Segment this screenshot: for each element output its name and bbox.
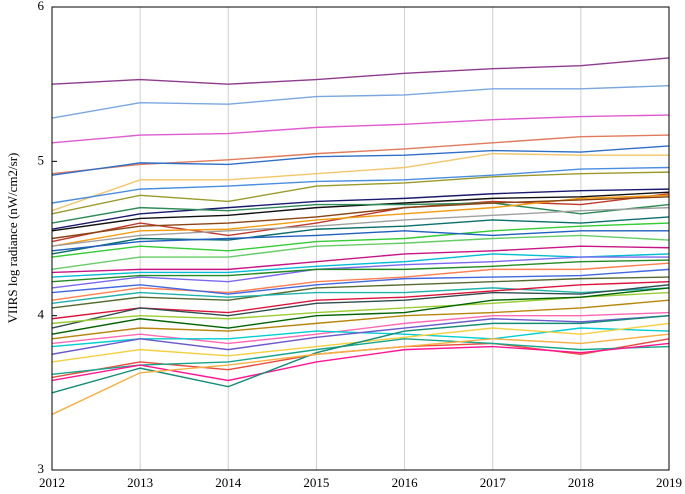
series-line bbox=[51, 152, 669, 212]
y-tick-label: 3 bbox=[38, 461, 45, 476]
x-tick-label: 2012 bbox=[39, 475, 65, 490]
series-line bbox=[51, 259, 670, 283]
series-line bbox=[51, 333, 670, 416]
series-line bbox=[51, 85, 670, 119]
series-line bbox=[51, 57, 670, 85]
series-line bbox=[51, 314, 670, 355]
series-line bbox=[51, 299, 670, 340]
x-tick-label: 2015 bbox=[303, 475, 329, 490]
series-line bbox=[51, 268, 670, 295]
x-tick-label: 2014 bbox=[215, 475, 242, 490]
series-line bbox=[51, 253, 670, 278]
series-line bbox=[51, 230, 669, 252]
series-line bbox=[51, 281, 670, 320]
series-line bbox=[51, 311, 670, 345]
series-line bbox=[51, 262, 670, 301]
plot-frame bbox=[51, 6, 670, 471]
series-line bbox=[51, 166, 670, 204]
x-tick-label: 2017 bbox=[480, 475, 507, 490]
series-line bbox=[51, 114, 670, 144]
y-tick-label: 6 bbox=[38, 0, 45, 13]
x-tick-label: 2013 bbox=[127, 475, 153, 490]
series-line bbox=[51, 206, 670, 247]
series-line bbox=[51, 284, 670, 329]
series-line bbox=[51, 216, 670, 255]
y-axis-label: VIIRS log radiance (nW/cm2/sr) bbox=[5, 153, 20, 324]
series-line bbox=[51, 196, 670, 240]
series-line bbox=[51, 191, 670, 232]
series-line bbox=[51, 245, 670, 274]
series-line bbox=[51, 256, 669, 289]
x-tick-label: 2018 bbox=[568, 475, 594, 490]
series-line bbox=[51, 338, 670, 376]
y-tick-label: 5 bbox=[38, 152, 45, 167]
x-tick-label: 2016 bbox=[392, 475, 419, 490]
series-line bbox=[51, 222, 670, 258]
series-line bbox=[51, 276, 670, 309]
series-line bbox=[51, 188, 670, 230]
series-line bbox=[51, 234, 670, 271]
series-line bbox=[51, 342, 670, 382]
series-line bbox=[51, 287, 670, 335]
series-line bbox=[51, 145, 670, 176]
y-tick-label: 4 bbox=[38, 307, 45, 322]
series-line bbox=[51, 287, 670, 305]
x-tick-label: 2019 bbox=[656, 475, 682, 490]
series-line bbox=[51, 171, 670, 215]
